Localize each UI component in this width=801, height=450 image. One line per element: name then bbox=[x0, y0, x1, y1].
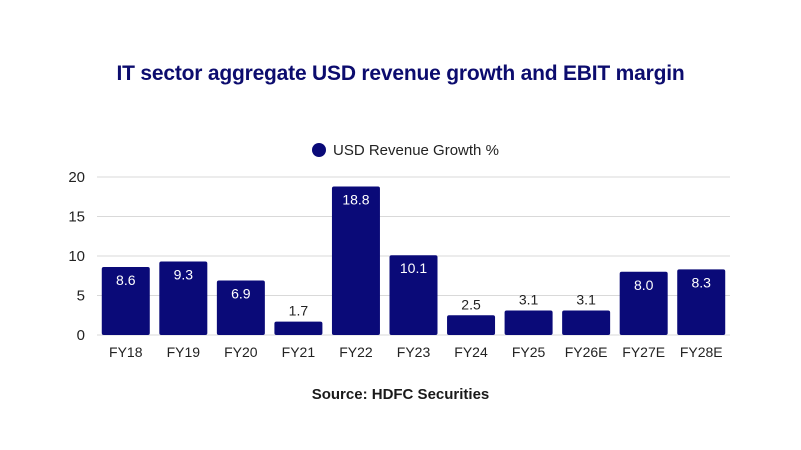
data-label: 6.9 bbox=[231, 285, 251, 301]
data-label: 18.8 bbox=[342, 191, 369, 207]
bar bbox=[504, 310, 553, 335]
data-label: 10.1 bbox=[400, 260, 427, 276]
x-tick-label: FY22 bbox=[339, 344, 373, 360]
y-tick-label: 0 bbox=[77, 327, 85, 344]
bar bbox=[331, 186, 380, 335]
x-tick-label: FY25 bbox=[512, 344, 546, 360]
legend: USD Revenue Growth % bbox=[312, 142, 499, 159]
data-label: 1.7 bbox=[289, 303, 309, 319]
y-tick-label: 10 bbox=[68, 248, 85, 265]
bar bbox=[389, 255, 438, 335]
x-tick-label: FY18 bbox=[109, 344, 143, 360]
data-label: 3.1 bbox=[576, 292, 596, 308]
data-label: 9.3 bbox=[174, 267, 194, 283]
x-tick-label: FY19 bbox=[167, 344, 201, 360]
y-tick-label: 15 bbox=[68, 209, 85, 226]
bars bbox=[101, 186, 726, 335]
y-axis: 0 5 10 15 20 bbox=[68, 169, 85, 344]
x-axis: FY18 FY19 FY20 FY21 FY22 FY23 FY24 FY25 FY26E FY2… bbox=[109, 344, 723, 360]
bar bbox=[677, 269, 726, 335]
legend-marker bbox=[312, 143, 326, 157]
bar bbox=[562, 310, 611, 335]
x-tick-label: FY26E bbox=[565, 344, 608, 360]
data-label: 3.1 bbox=[519, 292, 539, 308]
bar bbox=[619, 271, 668, 335]
y-tick-label: 20 bbox=[68, 169, 85, 186]
legend-label: USD Revenue Growth % bbox=[333, 142, 499, 159]
x-tick-label: FY20 bbox=[224, 344, 258, 360]
bar bbox=[159, 261, 208, 335]
data-label: 8.0 bbox=[634, 277, 654, 293]
y-tick-label: 5 bbox=[77, 288, 85, 305]
x-tick-label: FY23 bbox=[397, 344, 431, 360]
data-label: 8.6 bbox=[116, 272, 136, 288]
data-label: 2.5 bbox=[461, 296, 481, 312]
x-tick-label: FY21 bbox=[282, 344, 316, 360]
chart-title: IT sector aggregate USD revenue growth a… bbox=[116, 62, 685, 85]
data-labels: 8.6 9.3 6.9 1.7 18.8 10.1 2.5 3.1 3.1 8.0 8.3 bbox=[116, 191, 711, 318]
x-tick-label: FY27E bbox=[622, 344, 665, 360]
bar bbox=[101, 267, 150, 335]
bar bbox=[274, 321, 323, 335]
bar bbox=[447, 315, 496, 335]
x-tick-label: FY24 bbox=[454, 344, 488, 360]
bar bbox=[216, 280, 265, 335]
x-tick-label: FY28E bbox=[680, 344, 723, 360]
data-label: 8.3 bbox=[691, 274, 711, 290]
source-note: Source: HDFC Securities bbox=[311, 386, 490, 403]
